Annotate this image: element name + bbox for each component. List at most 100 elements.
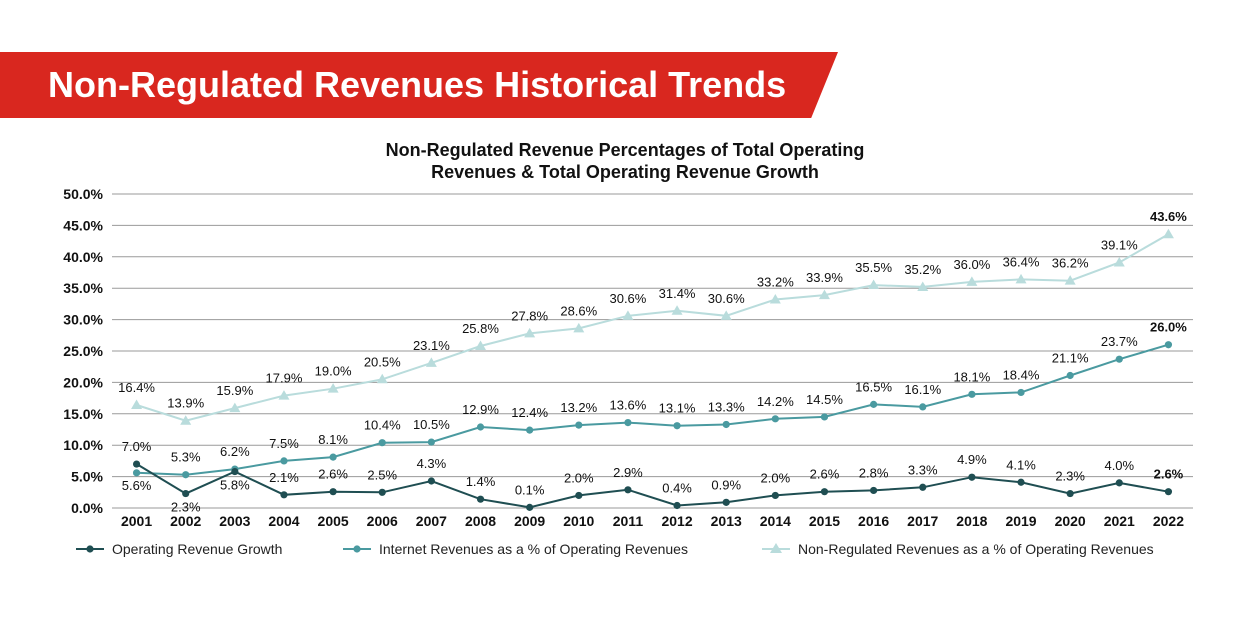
series-line <box>136 463 1169 509</box>
y-tick-label: 10.0% <box>63 437 103 453</box>
data-point <box>673 501 681 510</box>
data-label: 0.9% <box>711 477 741 492</box>
data-point-triangle <box>818 289 830 300</box>
data-label: 26.0% <box>1150 320 1187 335</box>
data-point <box>476 495 485 503</box>
data-label: 10.4% <box>364 418 401 433</box>
data-point <box>1017 388 1025 397</box>
data-point <box>919 483 927 491</box>
y-tick-label: 15.0% <box>63 406 103 422</box>
x-tick-label: 2020 <box>1055 513 1086 529</box>
banner-title: Non-Regulated Revenues Historical Trends <box>48 64 787 105</box>
data-point <box>132 469 141 477</box>
data-label: 23.7% <box>1101 334 1138 349</box>
data-label: 17.9% <box>266 371 303 386</box>
data-point <box>1066 371 1074 380</box>
x-tick-label: 2009 <box>514 513 545 529</box>
data-point-triangle <box>524 327 536 338</box>
data-label: 20.5% <box>364 354 401 369</box>
data-label: 2.3% <box>1055 469 1085 484</box>
data-label: 31.4% <box>659 286 696 301</box>
y-tick-label: 40.0% <box>63 249 103 265</box>
data-label: 0.4% <box>662 480 692 495</box>
data-point <box>1066 489 1074 498</box>
data-point-triangle <box>917 281 929 291</box>
data-label: 2.6% <box>318 467 348 482</box>
data-point-triangle <box>622 310 634 320</box>
data-point <box>1164 341 1173 349</box>
data-label: 12.4% <box>511 405 548 420</box>
data-point <box>771 491 779 500</box>
data-point-triangle <box>573 322 585 333</box>
x-tick-label: 2006 <box>367 513 398 529</box>
chart-title-line: Revenues & Total Operating Revenue Growt… <box>431 162 819 182</box>
data-point <box>1115 355 1123 363</box>
data-label: 2.1% <box>269 470 299 485</box>
x-tick-label: 2008 <box>465 513 496 529</box>
data-point <box>329 453 337 461</box>
data-label: 16.1% <box>904 382 941 397</box>
data-point-triangle <box>376 373 388 384</box>
data-label: 25.8% <box>462 321 499 336</box>
data-point-triangle <box>868 279 880 290</box>
data-label: 36.4% <box>1003 254 1040 269</box>
data-point-triangle <box>425 357 437 367</box>
data-label: 6.2% <box>220 444 250 459</box>
data-label: 2.3% <box>171 500 201 515</box>
legend-entry: Internet Revenues as a % of Operating Re… <box>379 541 688 557</box>
data-label: 8.1% <box>318 432 348 447</box>
x-tick-label: 2022 <box>1153 513 1184 529</box>
data-label: 13.2% <box>560 400 597 415</box>
data-point-triangle <box>966 276 978 286</box>
data-label: 33.2% <box>757 275 794 290</box>
series-line <box>136 233 1169 422</box>
data-point <box>132 460 141 468</box>
data-point-triangle <box>671 305 683 315</box>
data-point <box>1115 479 1123 487</box>
data-label: 35.5% <box>855 260 892 275</box>
data-point-triangle <box>720 310 732 320</box>
y-tick-label: 30.0% <box>63 312 103 328</box>
data-label: 1.4% <box>466 474 496 489</box>
data-label: 5.3% <box>171 450 201 465</box>
data-point <box>771 415 779 423</box>
data-label: 4.9% <box>957 452 987 467</box>
data-label: 2.6% <box>810 467 840 482</box>
x-tick-label: 2010 <box>563 513 594 529</box>
data-point <box>329 488 337 496</box>
data-point <box>476 423 485 431</box>
data-point <box>231 467 239 476</box>
data-label: 43.6% <box>1150 209 1187 224</box>
data-label: 36.0% <box>953 257 990 272</box>
data-point <box>624 486 632 494</box>
data-label: 13.9% <box>167 396 204 411</box>
data-point <box>968 390 976 398</box>
data-label: 18.1% <box>953 369 990 384</box>
legend-swatch-marker <box>86 545 94 553</box>
x-tick-label: 2018 <box>956 513 987 529</box>
data-label: 2.5% <box>367 467 397 482</box>
data-point <box>820 413 829 421</box>
data-label: 13.3% <box>708 399 745 414</box>
x-tick-label: 2021 <box>1104 513 1135 529</box>
data-point <box>870 486 878 495</box>
data-label: 18.4% <box>1003 367 1040 382</box>
data-point-triangle <box>475 340 487 350</box>
data-point-triangle <box>1113 256 1125 267</box>
x-tick-label: 2015 <box>809 513 840 529</box>
data-point <box>526 426 534 434</box>
data-label: 13.1% <box>659 401 696 416</box>
y-tick-label: 45.0% <box>63 217 103 233</box>
data-point <box>182 489 190 498</box>
data-point <box>427 438 435 446</box>
y-tick-label: 0.0% <box>71 500 103 516</box>
x-tick-label: 2007 <box>416 513 447 529</box>
data-point <box>378 488 386 496</box>
data-point-triangle <box>229 402 241 413</box>
data-label: 2.8% <box>859 465 889 480</box>
data-label: 7.5% <box>269 436 299 451</box>
legend-entry: Non-Regulated Revenues as a % of Operati… <box>798 541 1154 557</box>
data-label: 14.5% <box>806 392 843 407</box>
x-tick-label: 2017 <box>907 513 938 529</box>
